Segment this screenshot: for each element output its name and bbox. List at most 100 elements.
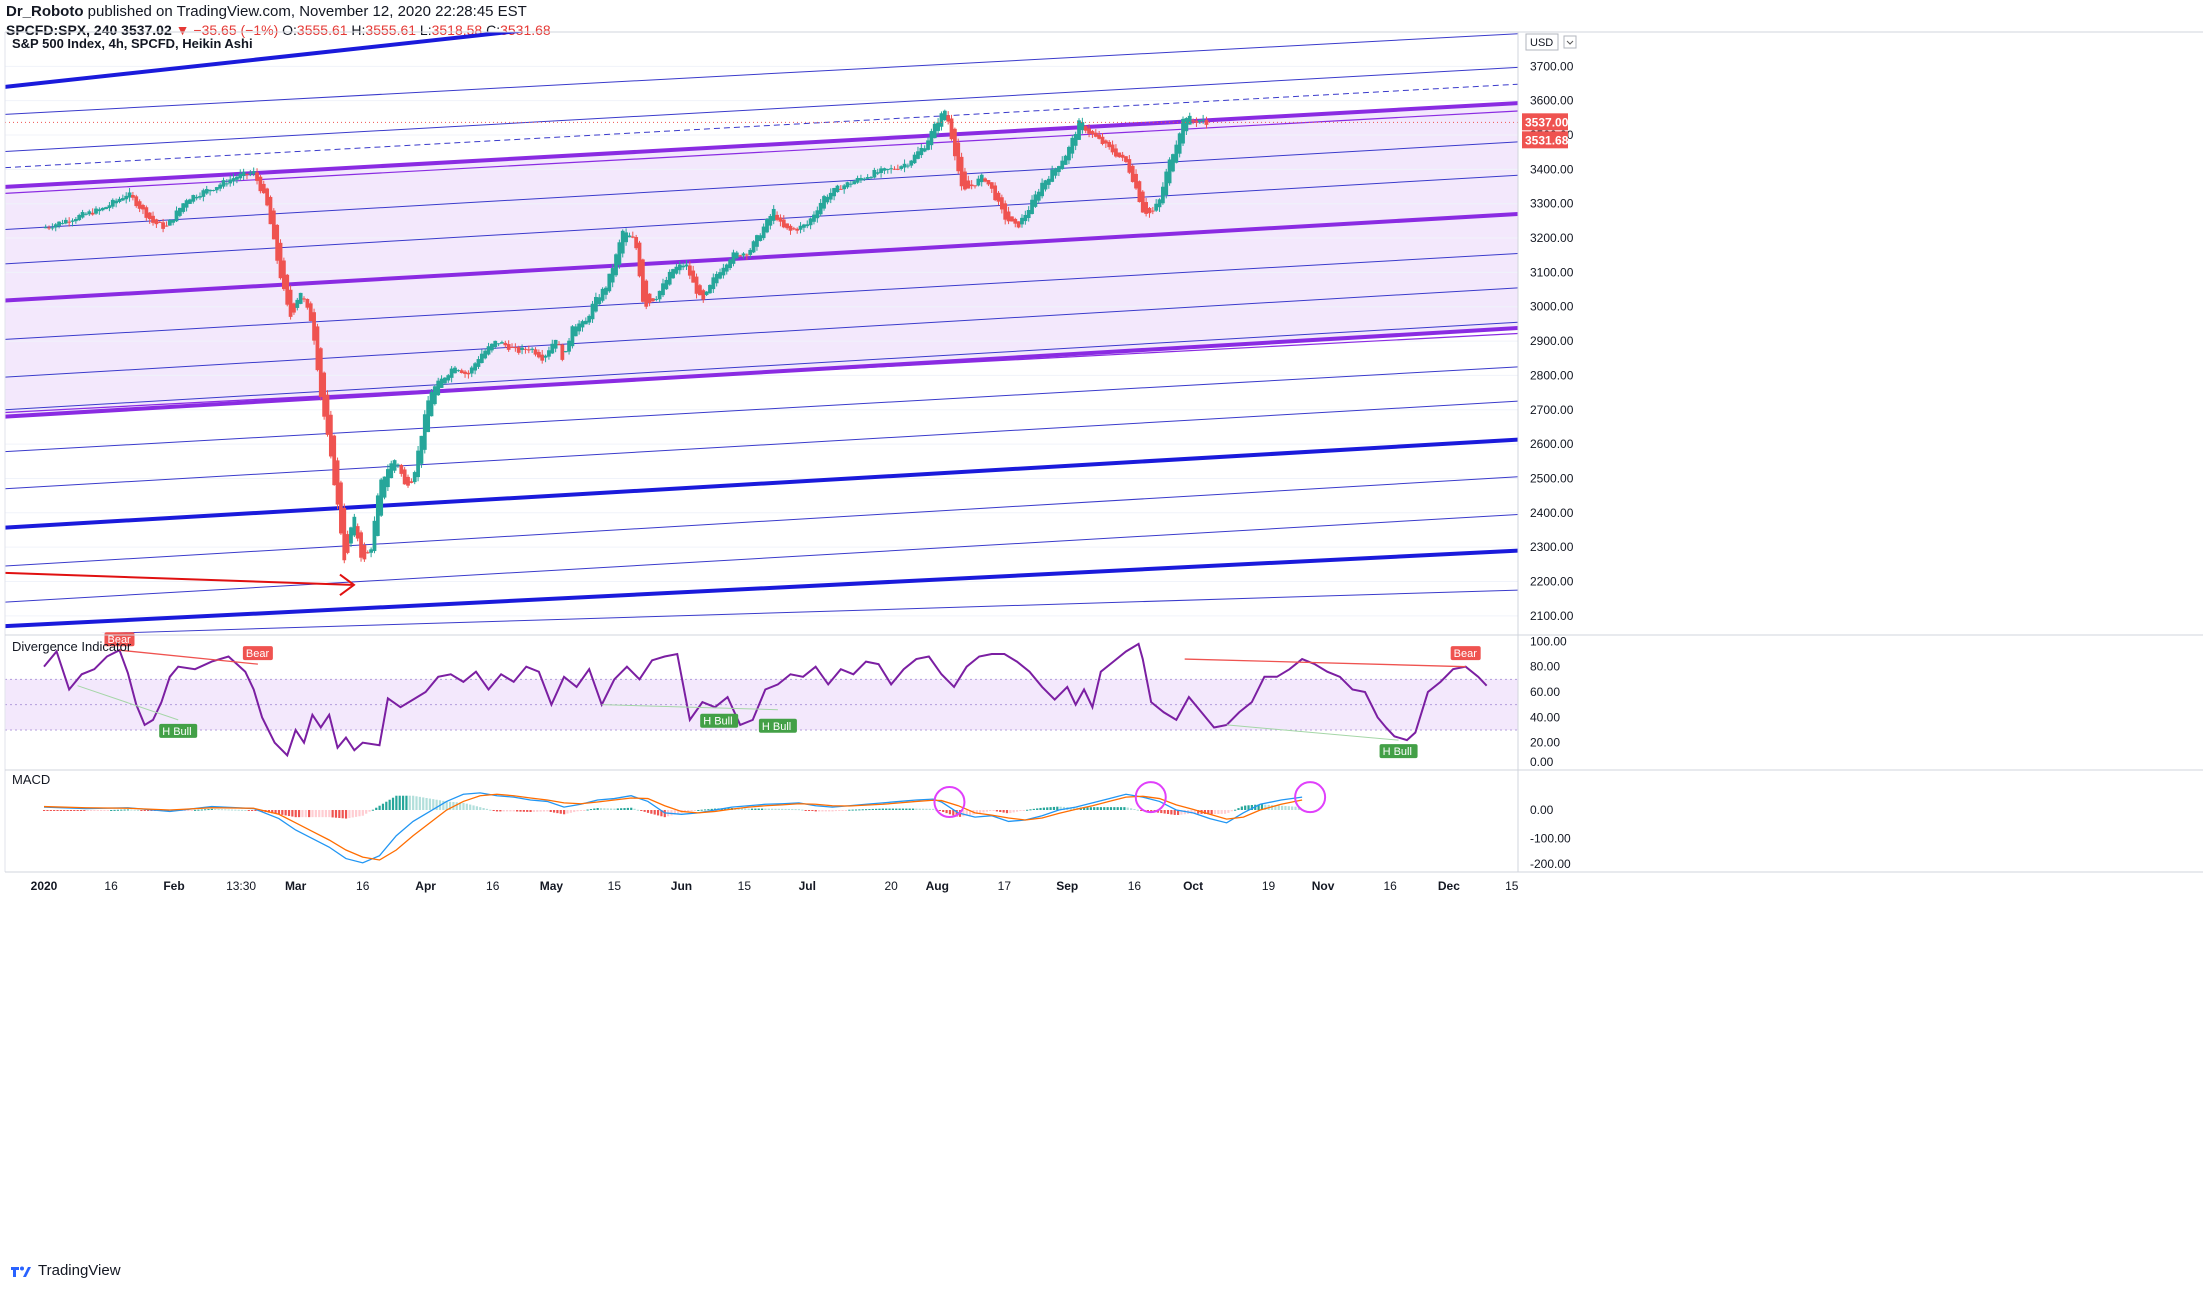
macd-histogram-bar [573,810,576,813]
candle-body [288,289,293,317]
candle-body [560,344,565,360]
macd-histogram-bar [918,808,921,810]
candle-body [184,200,189,208]
candle-body [728,259,732,269]
candle-body [701,290,706,300]
candle-body [1114,148,1118,157]
candle-body [526,349,531,351]
macd-histogram-bar [744,808,747,810]
macd-histogram-bar [1291,806,1294,810]
channel-line-8 [5,212,1518,303]
candle-body [194,196,199,199]
macd-histogram-bar [378,805,381,810]
candle-body [530,348,535,350]
candle-body [798,225,803,230]
macd-histogram-bar [1173,810,1176,815]
divergence-line-1 [1184,658,1466,668]
candle-body [456,370,461,372]
candle-body [838,188,843,190]
divergence-pane[interactable]: Bear Bear H Bull H Bull H Bull Bear H Bull Dive… [5,632,1518,759]
candle-body [443,377,447,384]
candle-body [979,174,984,183]
macd-histogram-bar [120,809,123,811]
macd-histogram-bar [1002,810,1005,813]
macd-histogram-bar [801,809,804,811]
candle-body [580,321,585,328]
osc-tick-label: 100.00 [1530,634,1567,648]
macd-histogram-bar [351,810,354,818]
macd-histogram-bar [334,810,338,818]
divergence-label: Bear [107,634,131,646]
candle-body [963,171,967,190]
candle-body [1201,119,1206,121]
macd-histogram-bar [1032,808,1035,810]
candle-body [677,264,682,271]
macd-histogram-bar [1109,807,1113,810]
macd-histogram-bar [569,810,572,813]
macd-histogram-bar [646,810,650,813]
channel-line-20 [100,589,1518,633]
macd-histogram-bar [797,809,801,811]
candle-body [744,254,749,256]
chevron-down-icon [1566,40,1574,45]
macd-histogram-bar [1264,804,1267,810]
candle-body [429,391,434,417]
candle-body [1040,182,1044,197]
macd-histogram-bar [1026,809,1029,811]
macd-histogram-bar [693,810,697,811]
candle-body [771,208,776,221]
candle-body [536,351,541,358]
macd-histogram-bar [1227,810,1230,813]
candle-body [469,367,474,374]
candle-body [1023,214,1028,222]
last-price-tag-text: 3537.00 [1525,115,1569,129]
candle-body [932,123,937,139]
candle-body [906,165,910,167]
macd-histogram-bar [630,807,633,810]
candle-body [241,171,246,177]
macd-histogram-bar [791,809,794,811]
macd-histogram-bar [985,810,988,812]
macd-histogram-bar [314,810,317,818]
macd-histogram-bar [989,810,992,811]
candle-body [942,110,947,121]
candle-body [503,342,508,346]
candle-body [325,394,330,435]
channel-line-11 [5,321,1518,411]
channel-line-14 [5,366,1518,453]
candle-body [328,414,333,457]
macd-histogram-bar [724,808,727,810]
macd-histogram-bar [271,810,274,814]
macd-pane[interactable]: MACD [12,772,1327,864]
candle-body [164,225,169,227]
price-pane[interactable]: S&P 500 Index, 4h, SPCFD, Heikin Ashi [5,0,1518,636]
macd-histogram-bar [851,809,854,811]
macd-histogram-bar [284,810,287,816]
x-tick-label: Oct [1183,879,1203,893]
macd-histogram-bar [834,810,837,812]
candle-body [204,188,209,194]
macd-histogram-bar [1106,807,1109,810]
divergence-label: H Bull [162,726,191,738]
candle-body [889,168,894,170]
osc-line [43,642,1488,758]
macd-histogram-bar [1234,809,1237,811]
macd-histogram-bar [1240,806,1243,810]
divergence-label: H Bull [1383,746,1412,758]
macd-histogram-bar [911,808,915,810]
macd-histogram-bar [103,810,106,811]
candle-body [419,435,424,464]
macd-histogram-bar [328,810,331,818]
macd-histogram-bar [277,810,281,815]
footer-brand[interactable]: TradingView [10,1262,121,1279]
macd-histogram-bar [593,808,596,810]
macd-line [43,792,1303,864]
macd-histogram-bar [1197,810,1200,814]
macd-histogram-bar [73,810,76,811]
candle-body [201,190,206,197]
channel-line-2 [5,66,1518,153]
macd-histogram-bar [1083,807,1086,810]
author-name[interactable]: Dr_Roboto [6,3,84,20]
macd-histogram-bar [130,809,133,811]
